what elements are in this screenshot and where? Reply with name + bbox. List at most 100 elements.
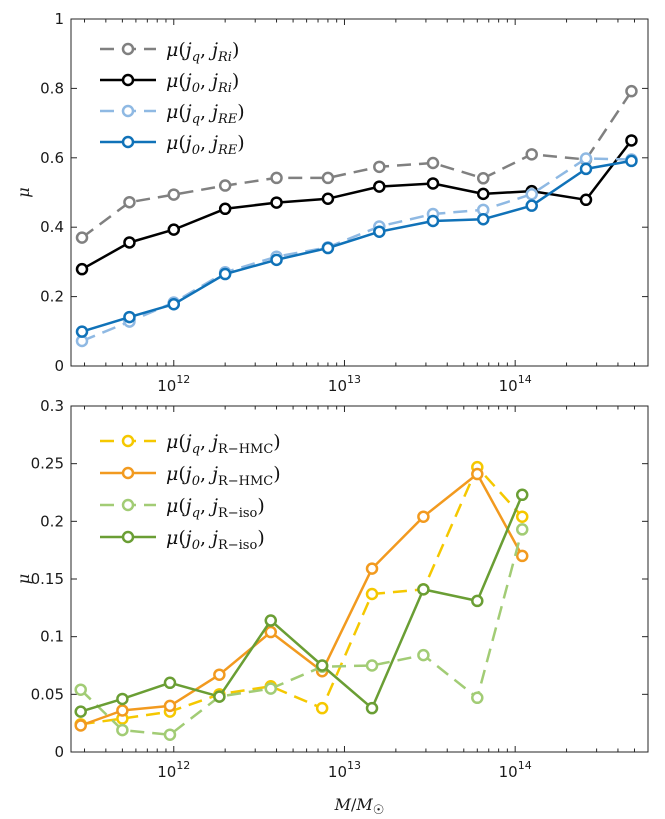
y-axis-label: μ — [14, 574, 33, 584]
x-tick-label: 1014 — [499, 373, 532, 395]
x-tick-base: 10 — [157, 763, 176, 781]
data-point — [270, 196, 283, 209]
legend-mu: μ — [166, 527, 178, 549]
legend-comma: , — [200, 463, 212, 485]
x-axis-label: M/M☉ — [334, 795, 385, 818]
data-point — [625, 84, 638, 98]
legend-mu: μ — [166, 39, 178, 61]
legend-entry-text: μ(j0, jRE) — [166, 132, 245, 158]
series-1 — [75, 84, 638, 244]
x-axis-label-m: M — [334, 795, 352, 814]
legend-marker — [121, 42, 135, 56]
series-2 — [75, 134, 638, 276]
y-tick-label: 0 — [54, 743, 64, 761]
legend-paren: ) — [257, 527, 264, 549]
legend-j: j — [182, 70, 192, 92]
data-point — [167, 188, 181, 201]
x-tick-base: 10 — [328, 763, 347, 781]
legend-entry-text: μ(jq, jRE) — [166, 101, 245, 127]
legend-paren: ( — [178, 527, 185, 549]
data-point — [417, 648, 430, 662]
x-tick-base: 10 — [499, 377, 518, 395]
legend-paren: ( — [178, 463, 185, 485]
legend-j: j — [208, 101, 218, 123]
x-tick-label: 1013 — [328, 759, 361, 781]
legend-mu: μ — [166, 463, 178, 485]
legend-comma: , — [200, 132, 212, 154]
legend-marker — [121, 530, 135, 544]
data-point — [75, 231, 89, 244]
legend-j: j — [182, 495, 192, 517]
x-tick-label: 1012 — [157, 759, 190, 781]
x-tick-base: 10 — [499, 763, 518, 781]
legend-entry-text: μ(j0, jR−HMC) — [166, 463, 281, 489]
data-point — [417, 583, 430, 596]
legend-paren: ) — [232, 39, 239, 61]
y-tick-label: 0.1 — [40, 628, 64, 646]
series-4 — [75, 154, 638, 338]
data-point — [515, 523, 529, 536]
data-point — [417, 510, 430, 523]
x-axis-label-sun-subscript: ☉ — [373, 803, 385, 818]
legend-mu: μ — [166, 70, 178, 92]
data-point — [75, 325, 89, 338]
legend-mu: μ — [166, 431, 178, 453]
series-line — [81, 159, 632, 333]
data-point — [315, 659, 329, 672]
series-2 — [74, 467, 529, 732]
data-point — [515, 510, 529, 523]
legend-j: j — [208, 527, 218, 549]
y-tick-label: 0.15 — [31, 570, 64, 588]
legend-subscript: RE — [217, 143, 238, 158]
data-point — [625, 154, 638, 168]
legend-subscript: Ri — [217, 50, 232, 65]
legend-paren: ( — [178, 132, 185, 154]
data-point — [365, 701, 379, 715]
series-1 — [74, 460, 529, 731]
series-line — [81, 90, 633, 239]
legend-j: j — [208, 431, 218, 453]
legend-j: j — [208, 463, 218, 485]
data-point — [476, 187, 490, 201]
data-point — [525, 187, 538, 201]
legend-entry-text: μ(j0, jR−iso) — [166, 527, 265, 553]
plot-frame — [70, 405, 649, 753]
legend-subscript: 0 — [192, 143, 200, 158]
data-point — [476, 212, 490, 226]
y-tick-label: 0.2 — [40, 512, 64, 530]
legend-mu: μ — [166, 495, 178, 517]
data-point — [116, 723, 129, 737]
x-tick-exponent: 14 — [518, 373, 532, 386]
data-point — [471, 691, 484, 705]
legend-comma: , — [200, 527, 212, 549]
y-tick-label: 0.2 — [40, 288, 64, 306]
x-tick-label: 1014 — [499, 759, 532, 781]
legend-entry-text: μ(jq, jR−HMC) — [166, 431, 281, 457]
data-point — [218, 202, 232, 216]
series-line — [81, 139, 633, 271]
legend-comma: , — [200, 101, 212, 123]
data-point — [218, 267, 232, 281]
legend-subscript: R−iso — [218, 538, 258, 553]
legend-subscript: R−iso — [218, 506, 258, 521]
x-tick-label: 1013 — [328, 373, 361, 395]
data-point — [74, 705, 87, 718]
legend-subscript: RE — [217, 112, 238, 127]
data-point — [515, 549, 529, 563]
data-point — [74, 683, 87, 696]
y-axis-label: μ — [14, 187, 33, 197]
data-point — [373, 160, 386, 174]
data-point — [123, 236, 136, 249]
data-point — [163, 699, 177, 713]
legend-subscript: q — [192, 50, 200, 65]
data-point — [525, 199, 538, 212]
legend-paren: ) — [237, 132, 244, 154]
legend-entry-text: μ(j0, jRi) — [166, 70, 239, 96]
data-point — [579, 162, 593, 176]
x-tick-exponent: 14 — [518, 759, 532, 772]
legend-comma: , — [200, 39, 212, 61]
legend-j: j — [182, 527, 192, 549]
plot-frame — [70, 18, 649, 367]
